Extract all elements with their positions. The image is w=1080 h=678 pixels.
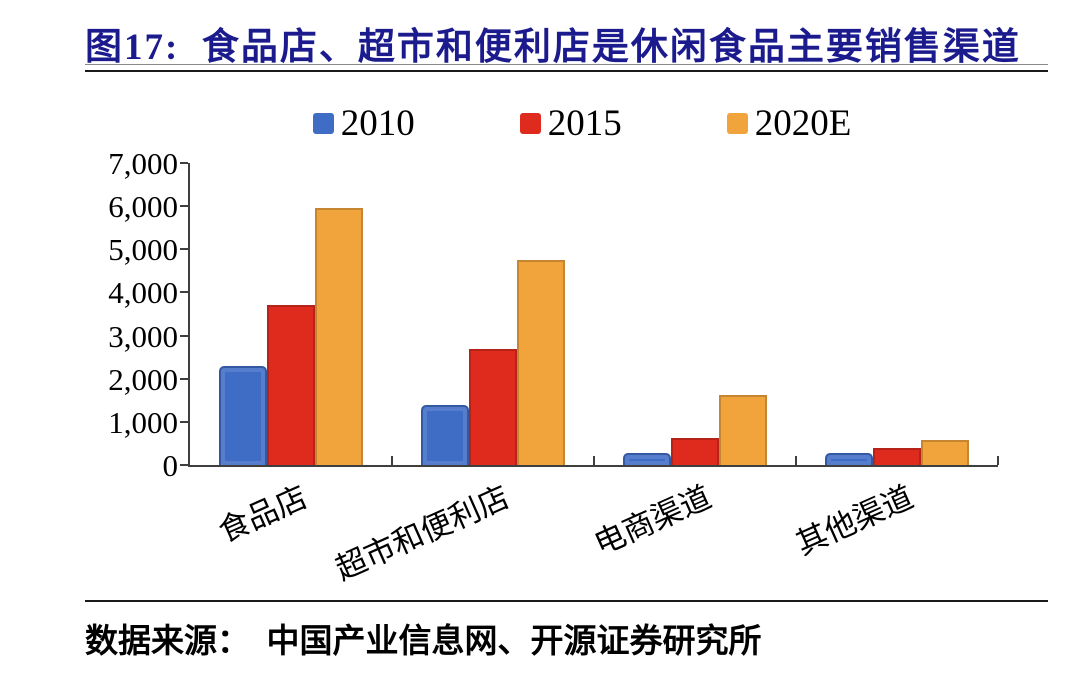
bar-2015-食品店 xyxy=(267,305,315,465)
data-source-text: 数据来源： 中国产业信息网、开源证券研究所 xyxy=(85,624,762,660)
x-axis-tick xyxy=(593,456,595,465)
figure-title: 图17: 食品店、超市和便利店是休闲食品主要销售渠道 xyxy=(85,27,1021,68)
y-axis-tick xyxy=(180,334,188,337)
x-category-label: 食品店 xyxy=(213,479,313,549)
legend-label: 2015 xyxy=(547,102,622,144)
x-category-label: 其他渠道 xyxy=(790,479,919,562)
x-axis-tick xyxy=(795,456,797,465)
plot-area: 0 1,000 2,000 3,000 4,000 5,000 6,000 7,000 食品店超… xyxy=(108,148,999,587)
bar-2020E-电商渠道 xyxy=(719,395,767,465)
y-axis-tick xyxy=(180,162,188,164)
y-axis-tick xyxy=(180,420,188,423)
bar-2015-其他渠道 xyxy=(873,448,921,465)
bar-2010-电商渠道 xyxy=(623,453,671,465)
y-axis-tick-label: 0 xyxy=(162,448,179,483)
y-axis-tick-label: 4,000 xyxy=(108,275,178,311)
legend-swatch-2015 xyxy=(519,112,541,134)
legend-label: 2010 xyxy=(340,102,415,144)
y-axis-tick xyxy=(180,205,188,208)
y-axis-tick-label: 2,000 xyxy=(108,361,178,397)
bar-2015-超市和便利店 xyxy=(469,349,517,465)
footer-divider xyxy=(85,600,1048,602)
x-axis-tick xyxy=(391,456,393,465)
y-axis-tick-label: 6,000 xyxy=(108,189,178,225)
bar-2020E-其他渠道 xyxy=(921,440,969,465)
y-axis-tick xyxy=(180,377,188,380)
legend-item-2015: 2015 xyxy=(519,102,622,144)
chart-legend: 2010 2015 2020E xyxy=(42,103,1080,143)
bar-2010-超市和便利店 xyxy=(421,405,469,465)
x-axis-tick xyxy=(997,456,999,465)
bar-2010-其他渠道 xyxy=(825,453,873,465)
legend-label: 2020E xyxy=(754,102,852,144)
y-axis-tick-label: 7,000 xyxy=(108,146,178,181)
y-axis-tick xyxy=(180,291,188,294)
y-axis-tick xyxy=(180,248,188,251)
legend-item-2020E: 2020E xyxy=(726,102,852,144)
y-axis-tick-label: 3,000 xyxy=(108,318,178,354)
x-category-label: 电商渠道 xyxy=(588,479,717,562)
bar-2015-电商渠道 xyxy=(671,438,719,465)
x-category-label: 超市和便利店 xyxy=(330,479,515,587)
legend-swatch-2010 xyxy=(312,112,334,134)
title-divider xyxy=(85,64,1048,72)
legend-swatch-2020E xyxy=(726,112,748,134)
y-axis-tick-label: 1,000 xyxy=(108,404,178,440)
y-axis-tick xyxy=(180,464,188,466)
bar-2020E-食品店 xyxy=(315,208,363,465)
legend-item-2010: 2010 xyxy=(312,102,415,144)
y-axis-tick-label: 5,000 xyxy=(108,232,178,268)
bar-2020E-超市和便利店 xyxy=(517,260,565,465)
bar-2010-食品店 xyxy=(219,366,267,465)
